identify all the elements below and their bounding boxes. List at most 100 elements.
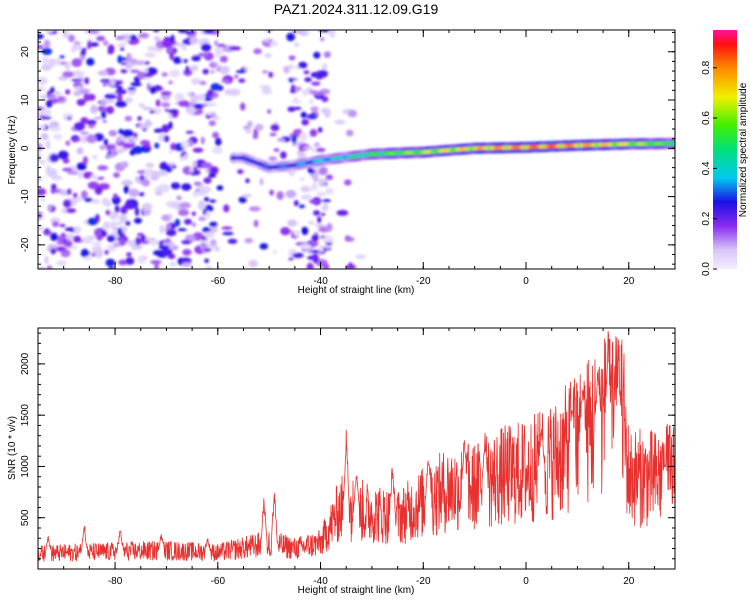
spectrogram-cell	[124, 201, 137, 210]
spectrogram-cell	[120, 206, 128, 215]
spectrogram-ridge-cell	[672, 141, 675, 146]
spectrogram-cell	[41, 57, 50, 64]
snr-x-tick-label: -20	[416, 576, 431, 587]
spectrogram-cell	[87, 181, 99, 190]
spectrogram-cell	[292, 252, 304, 258]
spectrogram-cell	[245, 127, 252, 134]
spectrogram-cell	[124, 115, 133, 122]
spectrogram-cell	[203, 177, 212, 184]
spectrogram-cell	[321, 212, 326, 216]
spectrogram-cell	[259, 243, 269, 250]
spectrogram-cell	[207, 89, 214, 97]
spectrogram-cell	[164, 238, 171, 244]
spectrogram-cell	[317, 178, 329, 184]
spectrogram-cell	[38, 44, 44, 50]
spectrogram-cell	[146, 82, 151, 91]
colorbar-tick-label: 0.8	[701, 60, 712, 74]
spectrogram-cell	[182, 262, 192, 267]
spectrogram-cell	[293, 42, 300, 48]
spectrogram-cell	[267, 109, 272, 114]
spectrogram-cell	[290, 84, 296, 94]
spectrogram-cell	[73, 44, 83, 51]
snr-ylabel: SNR (10 * v/v)	[7, 416, 18, 480]
spectrogram-cell	[50, 248, 57, 255]
spectrogram-cell	[125, 239, 137, 246]
spectrogram-cell	[185, 65, 190, 75]
spectrogram-cell	[176, 195, 182, 201]
spectrogram-cell	[128, 188, 140, 198]
spectrogram-cell	[161, 72, 168, 77]
spectrogram-cell	[137, 71, 146, 80]
spectrogram-cell	[138, 32, 150, 39]
spectrogram-cell	[56, 57, 61, 66]
spectrogram-cell	[204, 258, 209, 264]
spectrogram-cell	[200, 136, 205, 145]
spectrogram-cell	[311, 112, 316, 120]
spectrogram-cell	[189, 65, 199, 72]
spectrogram-cell	[302, 88, 309, 97]
spectrogram-cell	[144, 144, 151, 149]
spectrogram-cell	[310, 106, 319, 112]
spectrogram-cell	[105, 209, 111, 216]
spectrogram-cell	[246, 120, 253, 127]
spectrogram-cell	[134, 207, 140, 217]
spectrogram-cell	[325, 242, 333, 246]
spectrogram-cell	[115, 89, 127, 95]
spectrogram-cell	[76, 163, 87, 171]
spectrogram-cell	[229, 46, 242, 51]
colorbar-tick-label: 0.4	[701, 161, 712, 175]
spectrogram-cell	[169, 52, 174, 61]
spectrogram-cell	[166, 47, 175, 54]
spectrogram-cell	[203, 231, 215, 238]
spectrogram-cell	[168, 150, 173, 154]
spectrogram-cell	[62, 71, 75, 78]
spectrogram-cell	[53, 134, 63, 140]
spectrogram-cell	[191, 211, 196, 217]
spectrogram-cell	[101, 197, 110, 206]
spectrogram-cell	[193, 181, 202, 186]
spectrogram-cells	[38, 30, 675, 269]
spectrogram-cell	[240, 102, 246, 111]
spectrogram-cell	[96, 235, 103, 241]
spectrogram-cell	[127, 87, 136, 91]
spectrogram-cell	[145, 120, 153, 127]
spectrogram-cell	[122, 142, 134, 149]
spectrogram-cell	[122, 129, 134, 138]
spectrogram-cell	[318, 244, 324, 253]
spectrogram-cell	[168, 121, 173, 130]
spectrogram-cell	[40, 196, 45, 203]
spectrogram-cell	[227, 238, 238, 244]
colorbar: 0.0 0.2 0.4 0.6 0.8 Normalized spectral ampl…	[701, 30, 749, 276]
spectrogram-cell	[344, 235, 351, 242]
spectrogram-cell	[104, 249, 109, 255]
spectrogram-cell	[307, 221, 315, 225]
spectrogram-cell	[117, 55, 123, 64]
spectrogram-cell	[50, 188, 56, 194]
spectrogram-cell	[253, 48, 262, 55]
spectrogram-cell	[222, 231, 234, 236]
spectrogram-cell	[238, 78, 246, 83]
spectrogram-cell	[192, 147, 204, 153]
spectrogram-cell	[145, 162, 155, 168]
spectrogram-cell	[44, 30, 54, 33]
spectrogram-cell	[76, 98, 86, 106]
spectrogram-cell	[322, 62, 328, 71]
spectrogram-cell	[100, 79, 111, 83]
spectrogram-cell	[347, 109, 357, 118]
spectrogram-cell	[254, 123, 264, 131]
spectrogram-cell	[91, 253, 97, 257]
spectrogram-cell	[71, 58, 82, 67]
spectrogram-cell	[82, 156, 88, 165]
spectrogram-cell	[120, 69, 128, 74]
spectrogram-cell	[67, 116, 72, 120]
spectrogram-cell	[224, 89, 237, 95]
spectrogram-cell	[101, 111, 107, 119]
spectrogram-cell	[322, 263, 330, 269]
spectrogram-y-tick-label: 10	[20, 94, 31, 106]
spectrogram-cell	[160, 91, 172, 96]
spectrogram-cell	[270, 124, 280, 132]
spectrogram-cell	[92, 155, 98, 160]
spectrogram-cell	[323, 51, 331, 58]
spectrogram-cell	[285, 190, 297, 199]
snr-x-tick-label: -60	[211, 576, 226, 587]
